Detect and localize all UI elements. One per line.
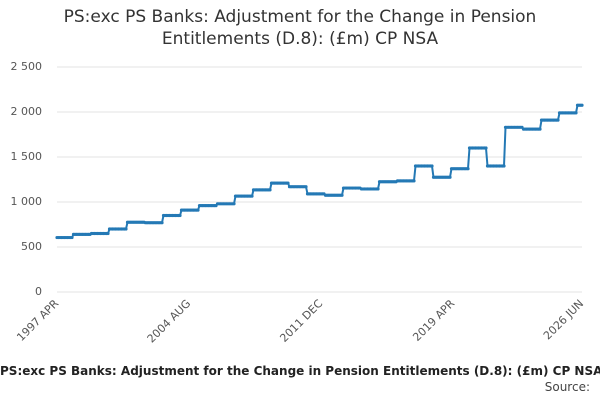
point [466, 167, 470, 171]
y-tick-label: 1 000 [11, 195, 43, 208]
x-tick-label: 2026 JUN [541, 297, 586, 342]
x-tick-label: 2019 APR [410, 297, 457, 344]
point [376, 187, 380, 191]
point [286, 181, 290, 185]
point [430, 164, 434, 168]
point [124, 227, 128, 231]
point [70, 235, 74, 240]
point [160, 221, 164, 225]
y-tick-label: 2 000 [11, 105, 43, 118]
y-tick-label: 0 [35, 285, 42, 298]
point [340, 193, 344, 197]
y-tick-label: 2 500 [11, 60, 43, 73]
x-tick-label: 1997 APR [14, 297, 61, 344]
y-tick-label: 500 [21, 240, 42, 253]
point [178, 213, 182, 218]
point [250, 194, 254, 198]
point [304, 185, 308, 189]
point [196, 208, 200, 212]
point [448, 175, 452, 179]
point [412, 179, 416, 183]
point [580, 103, 584, 107]
series-line [57, 104, 582, 239]
point [538, 127, 542, 131]
point [502, 164, 506, 168]
point [268, 188, 272, 192]
x-tick-label: 2011 DEC [277, 297, 325, 345]
caption: PS:exc PS Banks: Adjustment for the Chan… [0, 364, 600, 378]
point [556, 118, 560, 122]
chart-title: PS:exc PS Banks: Adjustment for the Chan… [63, 7, 537, 49]
source: Source: [544, 380, 590, 394]
point [484, 146, 488, 150]
point [574, 111, 578, 115]
point [232, 202, 236, 206]
y-tick-label: 1 500 [11, 150, 43, 163]
x-tick-label: 2004 AUG [145, 297, 194, 346]
point [106, 231, 110, 236]
